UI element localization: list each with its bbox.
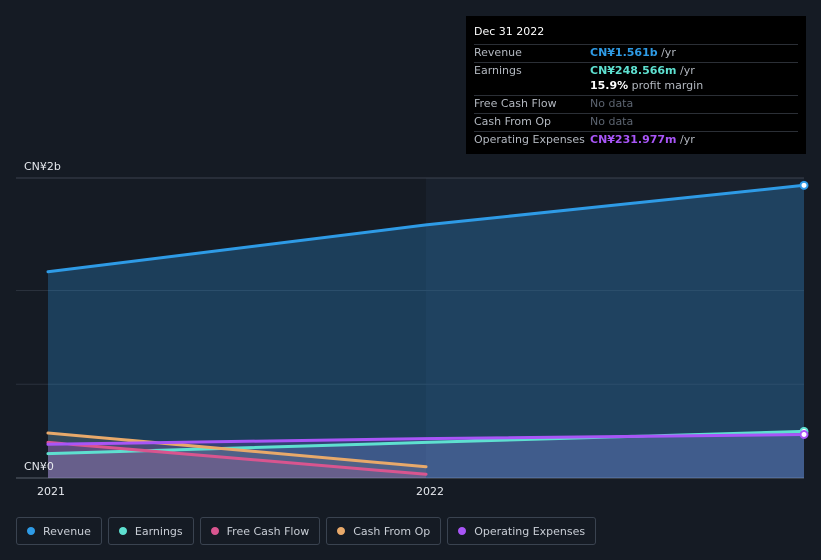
legend-item-cash-from-op[interactable]: Cash From Op (326, 517, 442, 545)
x-tick-label: 2022 (416, 485, 444, 498)
tooltip-value: No data (590, 115, 634, 128)
tooltip-row-opex: Operating Expenses CN¥231.977m /yr (474, 131, 798, 149)
chart-legend: Revenue Earnings Free Cash Flow Cash Fro… (16, 517, 597, 545)
tooltip-row-cfo: Cash From Op No data (474, 113, 798, 131)
tooltip-row-fcf: Free Cash Flow No data (474, 95, 798, 113)
area-operating-expenses (48, 434, 804, 478)
series-lines (46, 183, 806, 476)
area-earnings (48, 431, 804, 478)
line-cash-from-op (46, 431, 428, 469)
x-tick-label: 2021 (37, 485, 65, 498)
legend-label: Free Cash Flow (226, 524, 310, 538)
grid-lines (16, 177, 804, 479)
legend-dot-icon (210, 527, 219, 535)
tooltip-value: CN¥1.561b (590, 46, 658, 59)
line-revenue (46, 183, 806, 274)
series-endpoints (799, 180, 809, 440)
tooltip-label: Free Cash Flow (474, 97, 557, 110)
tooltip-value: CN¥231.977m (590, 133, 677, 146)
legend-dot-icon (118, 527, 127, 535)
legend-dot-icon (337, 527, 346, 535)
legend-item-earnings[interactable]: Earnings (107, 517, 194, 545)
legend-item-free-cash-flow[interactable]: Free Cash Flow (199, 517, 321, 545)
tooltip-suffix: /yr (676, 64, 695, 77)
tooltip-label: Revenue (474, 46, 522, 59)
legend-label: Earnings (134, 524, 183, 538)
tooltip-label: Operating Expenses (474, 133, 585, 146)
line-free-cash-flow (46, 440, 428, 476)
legend-label: Cash From Op (353, 524, 431, 538)
tooltip-suffix: /yr (676, 133, 695, 146)
tooltip-value: CN¥248.566m (590, 64, 677, 77)
tooltip-label: Earnings (474, 64, 522, 77)
tooltip-row-margin: 15.9% profit margin (474, 80, 798, 95)
y-axis-top-label: CN¥2b (24, 160, 61, 173)
tooltip-row-earnings: Earnings CN¥248.566m /yr (474, 62, 798, 80)
legend-dot-icon (458, 527, 467, 535)
tooltip-suffix: /yr (657, 46, 676, 59)
legend-dot-icon (27, 527, 35, 535)
tooltip-suffix: profit margin (628, 79, 704, 92)
data-tooltip: Dec 31 2022 Revenue CN¥1.561b /yr Earnin… (466, 16, 806, 154)
legend-label: Revenue (43, 524, 91, 538)
area-revenue (48, 185, 804, 479)
legend-item-revenue[interactable]: Revenue (16, 517, 102, 545)
tooltip-value: No data (590, 97, 634, 110)
legend-item-operating-expenses[interactable]: Operating Expenses (447, 517, 597, 545)
tooltip-date: Dec 31 2022 (474, 25, 545, 38)
point-revenue (799, 180, 809, 190)
line-operating-expenses (46, 433, 806, 446)
highlight-region (426, 178, 804, 478)
tooltip-row-revenue: Revenue CN¥1.561b /yr (474, 44, 798, 62)
tooltip-label: Cash From Op (474, 115, 552, 128)
point-operating-expenses (799, 430, 809, 440)
tooltip-value: 15.9% (590, 79, 629, 92)
y-axis-bottom-label: CN¥0 (24, 460, 54, 473)
legend-label: Operating Expenses (474, 524, 586, 538)
